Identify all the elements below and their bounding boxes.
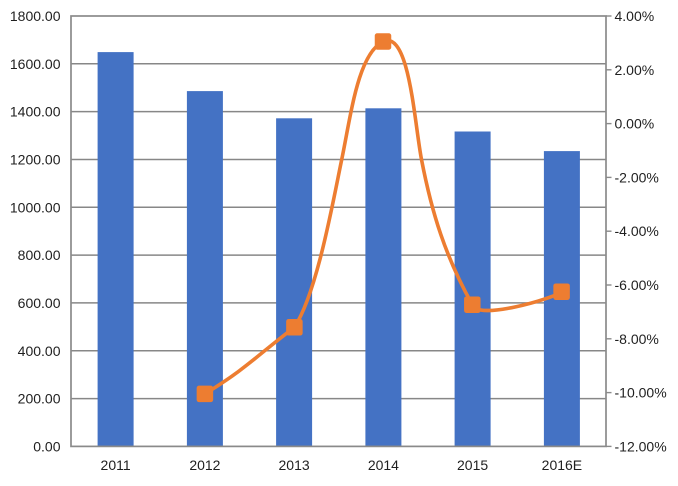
svg-text:0.00: 0.00 bbox=[33, 438, 60, 454]
svg-text:2012: 2012 bbox=[189, 457, 220, 473]
svg-text:-10.00%: -10.00% bbox=[615, 385, 667, 401]
svg-text:-4.00%: -4.00% bbox=[615, 223, 659, 239]
svg-text:-8.00%: -8.00% bbox=[615, 331, 659, 347]
svg-text:4.00%: 4.00% bbox=[615, 8, 655, 24]
svg-text:2016E: 2016E bbox=[542, 457, 582, 473]
svg-text:1600.00: 1600.00 bbox=[10, 56, 61, 72]
svg-text:-2.00%: -2.00% bbox=[615, 169, 659, 185]
svg-text:2013: 2013 bbox=[279, 457, 310, 473]
svg-text:-6.00%: -6.00% bbox=[615, 277, 659, 293]
svg-text:200.00: 200.00 bbox=[18, 391, 61, 407]
svg-text:-12.00%: -12.00% bbox=[615, 438, 667, 454]
svg-text:0.00%: 0.00% bbox=[615, 116, 655, 132]
svg-text:1200.00: 1200.00 bbox=[10, 152, 61, 168]
svg-text:600.00: 600.00 bbox=[18, 295, 61, 311]
svg-text:2.00%: 2.00% bbox=[615, 62, 655, 78]
svg-text:2015: 2015 bbox=[457, 457, 488, 473]
svg-text:1800.00: 1800.00 bbox=[10, 8, 61, 24]
svg-text:1400.00: 1400.00 bbox=[10, 104, 61, 120]
svg-text:2011: 2011 bbox=[101, 457, 131, 473]
svg-text:800.00: 800.00 bbox=[18, 247, 61, 263]
svg-text:2014: 2014 bbox=[368, 457, 399, 473]
svg-text:1000.00: 1000.00 bbox=[10, 199, 61, 215]
svg-text:400.00: 400.00 bbox=[18, 343, 61, 359]
